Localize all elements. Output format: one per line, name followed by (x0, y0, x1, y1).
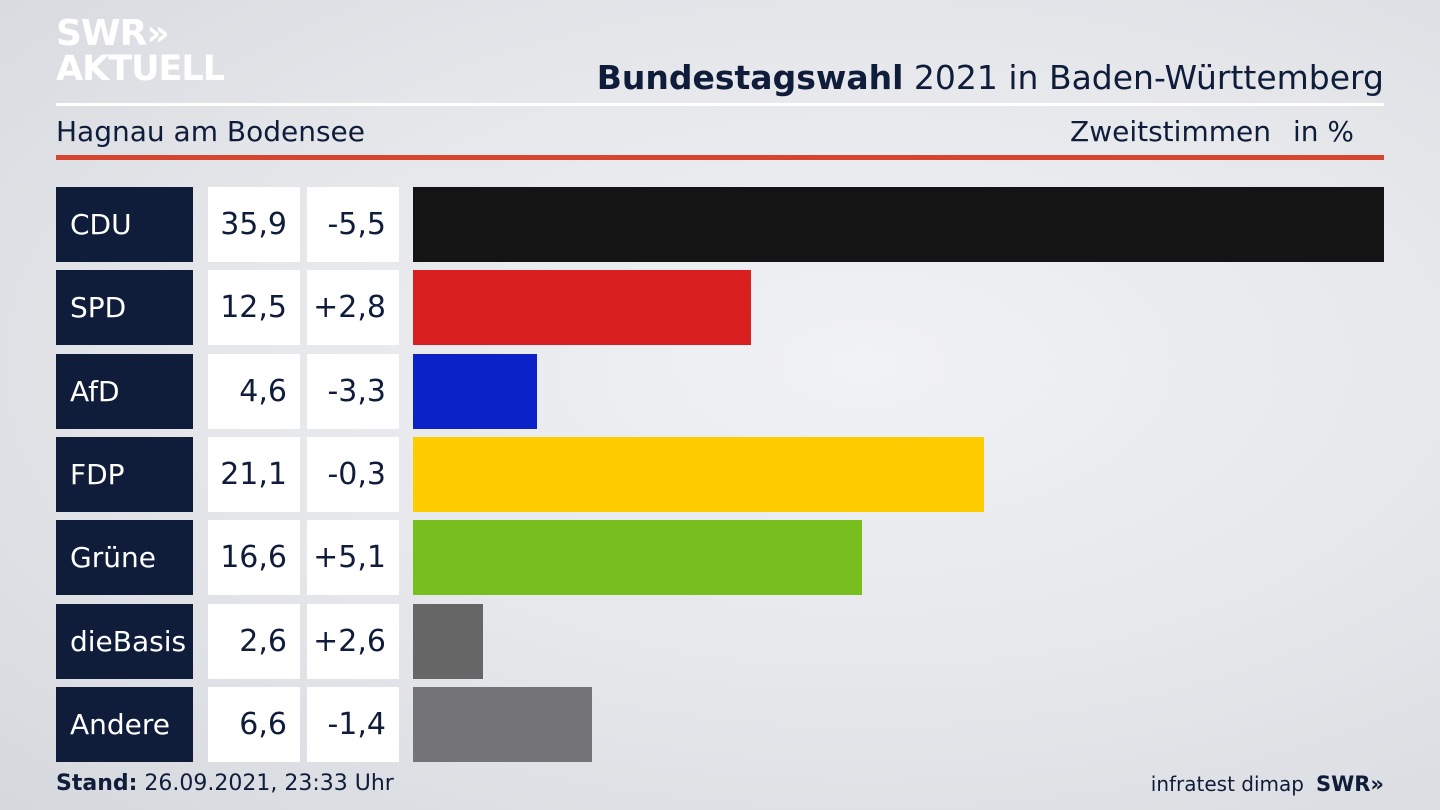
vote-share-value: 2,6 (208, 604, 300, 679)
vote-share-value: 21,1 (208, 437, 300, 512)
stand-label: Stand: (56, 771, 138, 796)
bar-andere (413, 687, 592, 762)
bar-diebasis (413, 604, 483, 679)
change-value: +2,6 (307, 604, 399, 679)
title-bold: Bundestagswahl (596, 58, 904, 97)
vote-share-value: 12,5 (208, 270, 300, 345)
result-row: SPD 12,5 +2,8 (56, 270, 1384, 345)
vote-share-value: 6,6 (208, 687, 300, 762)
change-value: -0,3 (307, 437, 399, 512)
party-label: AfD (56, 354, 193, 429)
vote-share-value: 4,6 (208, 354, 300, 429)
bar-cdu (413, 187, 1384, 262)
result-row: AfD 4,6 -3,3 (56, 354, 1384, 429)
header-divider (56, 103, 1384, 106)
bar-grüne (413, 520, 862, 595)
vote-share-value: 35,9 (208, 187, 300, 262)
title-rest: 2021 in Baden-Württemberg (903, 58, 1384, 97)
source-credit: infratest dimap SWR» (1151, 772, 1384, 796)
party-label: Andere (56, 687, 193, 762)
accent-divider (56, 155, 1384, 160)
change-value: -3,3 (307, 354, 399, 429)
result-row: Andere 6,6 -1,4 (56, 687, 1384, 762)
logo-line-1: SWR» (56, 13, 170, 54)
swr-brand-mark: SWR» (1315, 772, 1384, 796)
measure-unit: in % (1292, 115, 1354, 148)
swr-aktuell-logo: SWR» AKTUELL (56, 13, 225, 89)
change-value: +2,8 (307, 270, 399, 345)
bar-fdp (413, 437, 984, 512)
party-label: Grüne (56, 520, 193, 595)
party-label: FDP (56, 437, 193, 512)
logo-line-2: AKTUELL (56, 49, 225, 89)
chart-title: Bundestagswahl 2021 in Baden-Württemberg (597, 58, 1384, 97)
change-value: -5,5 (307, 187, 399, 262)
stand-value: 26.09.2021, 23:33 Uhr (137, 771, 394, 796)
measure-name: Zweitstimmen (1070, 115, 1271, 148)
source-label: infratest dimap (1150, 772, 1304, 796)
timestamp: Stand: 26.09.2021, 23:33 Uhr (56, 771, 394, 796)
party-label: dieBasis (56, 604, 193, 679)
region-label: Hagnau am Bodensee (56, 115, 365, 148)
vote-share-value: 16,6 (208, 520, 300, 595)
result-row: dieBasis 2,6 +2,6 (56, 604, 1384, 679)
party-label: SPD (56, 270, 193, 345)
party-label: CDU (56, 187, 193, 262)
bar-afd (413, 354, 537, 429)
result-row: FDP 21,1 -0,3 (56, 437, 1384, 512)
result-row: CDU 35,9 -5,5 (56, 187, 1384, 262)
bar-spd (413, 270, 751, 345)
change-value: +5,1 (307, 520, 399, 595)
result-row: Grüne 16,6 +5,1 (56, 520, 1384, 595)
measure-label: Zweitstimmen in % (1070, 115, 1354, 148)
change-value: -1,4 (307, 687, 399, 762)
